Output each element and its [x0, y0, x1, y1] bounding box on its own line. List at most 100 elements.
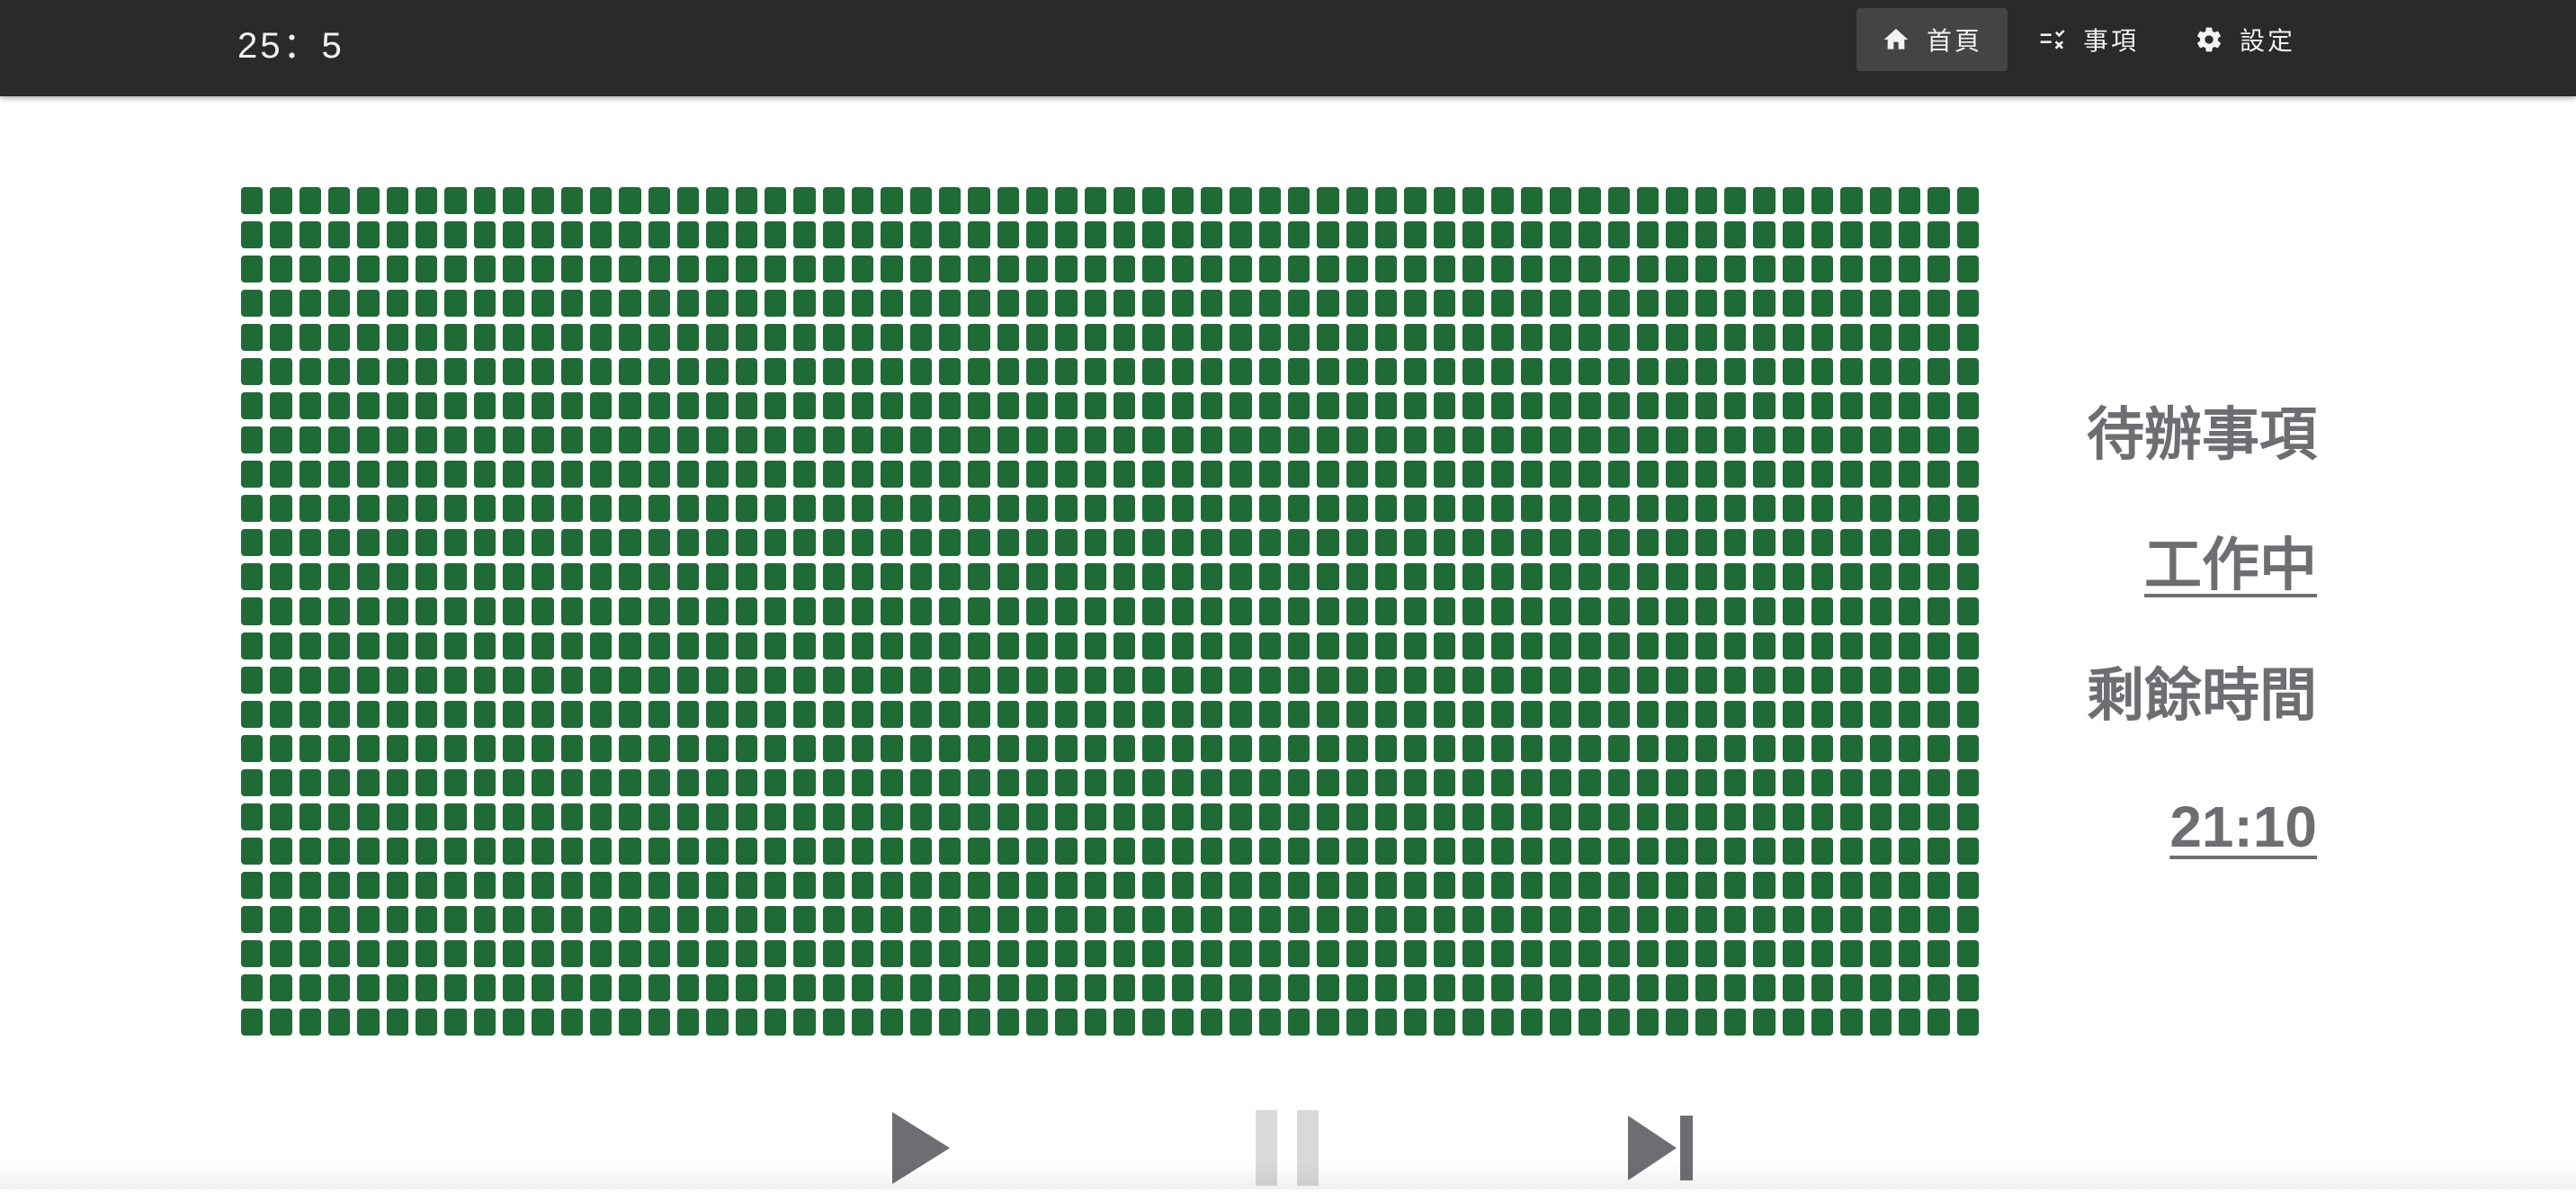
- progress-cell: [1550, 324, 1572, 352]
- skip-button[interactable]: [1623, 1107, 1704, 1189]
- progress-cell: [909, 563, 932, 591]
- nav-home-button[interactable]: 首頁: [1856, 8, 2008, 71]
- progress-cell: [1288, 803, 1310, 830]
- progress-cell: [1142, 666, 1165, 694]
- progress-cell: [241, 973, 264, 1001]
- progress-cell: [648, 256, 670, 283]
- progress-cell: [1695, 837, 1717, 865]
- progress-cell: [881, 221, 903, 249]
- progress-cell: [1491, 666, 1514, 694]
- progress-cell: [1171, 221, 1194, 249]
- progress-cell: [473, 290, 496, 318]
- progress-cell: [648, 973, 670, 1001]
- progress-cell: [1114, 734, 1136, 762]
- progress-cell: [793, 221, 816, 249]
- progress-cell: [386, 768, 408, 796]
- progress-cell: [270, 392, 292, 420]
- progress-cell: [416, 563, 438, 591]
- progress-cell: [1550, 187, 1572, 215]
- progress-cell: [560, 187, 583, 215]
- progress-cell: [1142, 734, 1165, 762]
- progress-cell: [1782, 768, 1804, 796]
- progress-cell: [1258, 939, 1281, 967]
- progress-cell: [1171, 461, 1194, 489]
- progress-cell: [386, 187, 408, 215]
- progress-cell: [648, 392, 670, 420]
- progress-cell: [619, 1008, 641, 1036]
- progress-cell: [1114, 597, 1136, 625]
- progress-cell: [1114, 358, 1136, 386]
- progress-cell: [1956, 290, 1979, 318]
- progress-cell: [1899, 221, 1921, 249]
- progress-cell: [1928, 495, 1950, 523]
- progress-cell: [881, 563, 903, 591]
- progress-cell: [939, 563, 962, 591]
- progress-cell: [1084, 768, 1106, 796]
- progress-cell: [503, 871, 525, 899]
- progress-cell: [1869, 700, 1892, 728]
- progress-cell: [1491, 392, 1514, 420]
- pause-button[interactable]: [1247, 1107, 1328, 1189]
- progress-cell: [416, 256, 438, 283]
- progress-cell: [416, 221, 438, 249]
- progress-cell: [1055, 426, 1078, 454]
- progress-cell: [1550, 461, 1572, 489]
- nav-settings-button[interactable]: 設定: [2169, 8, 2321, 71]
- progress-cell: [909, 290, 932, 318]
- progress-cell: [503, 358, 525, 386]
- progress-cell: [1346, 734, 1368, 762]
- play-button[interactable]: [881, 1107, 962, 1189]
- progress-cell: [1637, 358, 1659, 386]
- progress-cell: [968, 290, 990, 318]
- progress-cell: [1666, 392, 1688, 420]
- progress-cell: [909, 392, 932, 420]
- progress-cell: [560, 392, 583, 420]
- progress-cell: [822, 768, 845, 796]
- progress-cell: [1055, 700, 1078, 728]
- progress-cell: [1899, 939, 1921, 967]
- status-panel: 待辦事項 工作中 剩餘時間 21:10: [1939, 371, 2317, 893]
- progress-cell: [793, 939, 816, 967]
- progress-cell: [1142, 187, 1165, 215]
- progress-cell: [299, 187, 321, 215]
- progress-cell: [299, 597, 321, 625]
- progress-cell: [1637, 563, 1659, 591]
- progress-cell: [560, 256, 583, 283]
- progress-cell: [416, 632, 438, 659]
- progress-cell: [1258, 221, 1281, 249]
- progress-cell: [590, 324, 613, 352]
- progress-cell: [1171, 563, 1194, 591]
- progress-cell: [1579, 768, 1601, 796]
- progress-cell: [1433, 837, 1455, 865]
- current-mode[interactable]: 工作中: [2144, 533, 2317, 599]
- progress-cell: [1375, 837, 1398, 865]
- progress-cell: [1404, 187, 1427, 215]
- nav-items-button[interactable]: 事項: [2013, 8, 2164, 71]
- progress-cell: [1550, 939, 1572, 967]
- progress-cell: [1753, 324, 1775, 352]
- progress-cell: [1026, 939, 1049, 967]
- progress-cell: [1579, 426, 1601, 454]
- progress-cell: [1724, 1008, 1747, 1036]
- progress-cell: [270, 768, 292, 796]
- progress-cell: [473, 426, 496, 454]
- progress-cell: [357, 803, 380, 830]
- progress-cell: [1317, 632, 1339, 659]
- progress-cell: [357, 973, 380, 1001]
- progress-cell: [299, 973, 321, 1001]
- progress-cell: [357, 187, 380, 215]
- progress-cell: [1258, 529, 1281, 557]
- progress-cell: [473, 529, 496, 557]
- progress-cell: [909, 734, 932, 762]
- progress-cell: [619, 563, 641, 591]
- progress-cell: [532, 187, 554, 215]
- progress-cell: [852, 734, 874, 762]
- progress-cell: [1724, 221, 1747, 249]
- progress-cell: [619, 768, 641, 796]
- progress-cell: [822, 632, 845, 659]
- progress-cell: [765, 187, 787, 215]
- progress-cell: [1840, 700, 1863, 728]
- progress-cell: [1317, 461, 1339, 489]
- progress-cell: [532, 768, 554, 796]
- progress-cell: [503, 392, 525, 420]
